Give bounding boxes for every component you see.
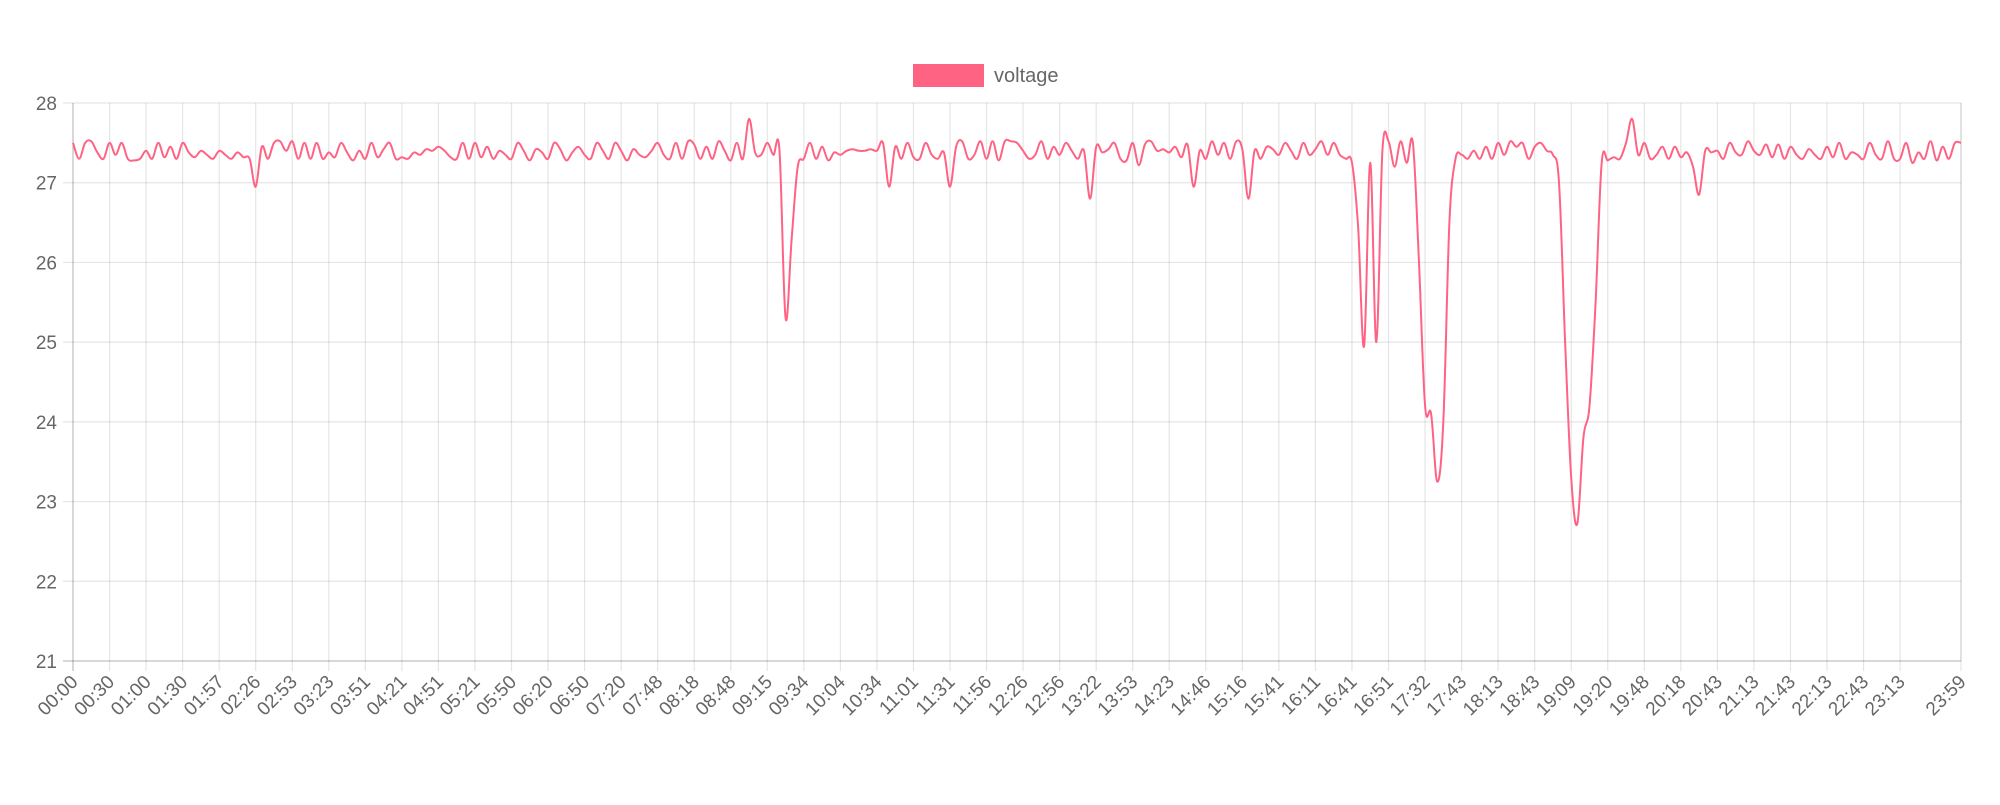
y-tick-label: 26 (36, 253, 57, 274)
x-tick-label: 10:04 (801, 671, 850, 720)
x-axis: 00:0000:3001:0001:3001:5702:2602:5303:23… (34, 671, 1970, 720)
x-tick-label: 11:01 (876, 672, 923, 719)
x-tick-label: 18:13 (1459, 672, 1507, 720)
x-tick-label: 08:48 (692, 672, 740, 720)
x-tick-label: 01:00 (107, 672, 155, 720)
x-tick-label: 13:53 (1094, 672, 1142, 720)
x-tick-label: 19:09 (1532, 672, 1580, 720)
x-tick-label: 17:32 (1386, 672, 1434, 720)
y-tick-label: 27 (36, 174, 57, 195)
x-tick-label: 03:51 (326, 672, 374, 720)
series-line-voltage (72, 117, 1962, 527)
x-tick-label: 02:26 (217, 672, 265, 720)
x-tick-label: 15:16 (1203, 672, 1251, 720)
x-tick-label: 05:21 (436, 672, 484, 720)
x-tick-label: 11:31 (912, 672, 959, 719)
series-layer (72, 117, 1962, 527)
x-tick-label: 17:43 (1423, 672, 1471, 720)
x-tick-label: 14:23 (1130, 672, 1178, 720)
grid (63, 102, 1962, 671)
y-tick-label: 21 (36, 652, 57, 673)
x-tick-label: 01:57 (180, 672, 228, 720)
y-tick-label: 25 (36, 333, 57, 354)
y-tick-label: 22 (36, 572, 57, 593)
x-tick-label: 21:43 (1752, 672, 1800, 720)
x-tick-label: 13:22 (1057, 672, 1105, 720)
legend[interactable]: voltage (913, 64, 1059, 87)
x-tick-label: 11:56 (949, 672, 996, 719)
x-tick-label: 04:21 (363, 672, 411, 720)
x-tick-label: 02:53 (253, 672, 301, 720)
x-tick-label: 16:51 (1350, 672, 1398, 720)
legend-swatch-voltage[interactable] (913, 64, 984, 87)
x-tick-label: 04:51 (399, 672, 447, 720)
x-tick-label: 22:43 (1825, 672, 1873, 720)
x-tick-label: 12:56 (1021, 672, 1069, 720)
y-axis: 21 22 23 24 25 26 27 28 (36, 94, 58, 673)
x-tick-label: 00:30 (71, 672, 119, 720)
x-tick-label: 10:34 (838, 671, 887, 720)
x-tick-label: 05:50 (473, 672, 521, 720)
y-tick-label: 28 (36, 94, 57, 115)
x-tick-label: 16:41 (1313, 672, 1361, 720)
y-tick-label: 23 (36, 493, 57, 514)
x-tick-label: 06:20 (509, 672, 557, 720)
x-tick-label: 12:26 (984, 672, 1032, 720)
x-tick-label: 14:46 (1167, 672, 1215, 720)
x-tick-label: 18:43 (1496, 672, 1544, 720)
x-tick-label: 09:15 (728, 672, 776, 720)
x-tick-label: 08:18 (655, 672, 703, 720)
x-tick-label: 07:20 (582, 672, 630, 720)
x-tick-label: 09:34 (765, 671, 814, 720)
x-tick-label: 03:23 (290, 672, 338, 720)
x-tick-label: 19:20 (1569, 672, 1617, 720)
x-tick-label: 23:13 (1861, 672, 1909, 720)
x-tick-label: 20:18 (1642, 672, 1690, 720)
y-tick-label: 24 (36, 413, 58, 434)
x-tick-label: 06:50 (546, 672, 594, 720)
legend-label-voltage[interactable]: voltage (994, 65, 1059, 87)
x-tick-label: 20:43 (1678, 672, 1726, 720)
x-tick-label: 07:48 (619, 672, 667, 720)
x-tick-label: 19:48 (1605, 672, 1653, 720)
x-tick-label: 15:41 (1240, 672, 1288, 720)
x-tick-label: 22:13 (1788, 672, 1836, 720)
x-tick-label: 00:00 (34, 672, 82, 720)
x-tick-label: 21:13 (1715, 672, 1763, 720)
x-tick-label: 01:30 (144, 672, 192, 720)
x-tick-label: 23:59 (1922, 672, 1970, 720)
x-tick-label: 16:11 (1277, 672, 1324, 719)
